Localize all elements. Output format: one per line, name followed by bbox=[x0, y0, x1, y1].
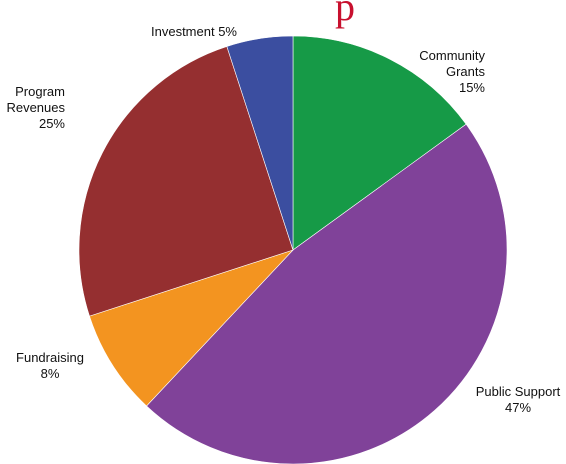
pie-slice-fundraising bbox=[89, 249, 294, 407]
pie-slice-investment bbox=[226, 35, 294, 251]
pie-labels: Community Grants 15% Public Support 47% Fundr… bbox=[6, 24, 560, 415]
pie-slice-public-support bbox=[146, 123, 508, 464]
pie-label-fundraising: Fundraising 8% bbox=[16, 350, 84, 381]
pie-slice-community-grants bbox=[292, 35, 467, 251]
pie-label-community-grants: Community Grants 15% bbox=[419, 48, 485, 95]
pie-label-public-support: Public Support 47% bbox=[476, 384, 561, 415]
pie-label-program-revenues: Program Revenues 25% bbox=[6, 84, 65, 131]
pie-label-investment: Investment 5% bbox=[151, 24, 237, 39]
pie-slice-program-revenues bbox=[78, 46, 294, 317]
chart-title-fragment: p bbox=[335, 0, 355, 29]
pie-slices bbox=[78, 35, 508, 464]
